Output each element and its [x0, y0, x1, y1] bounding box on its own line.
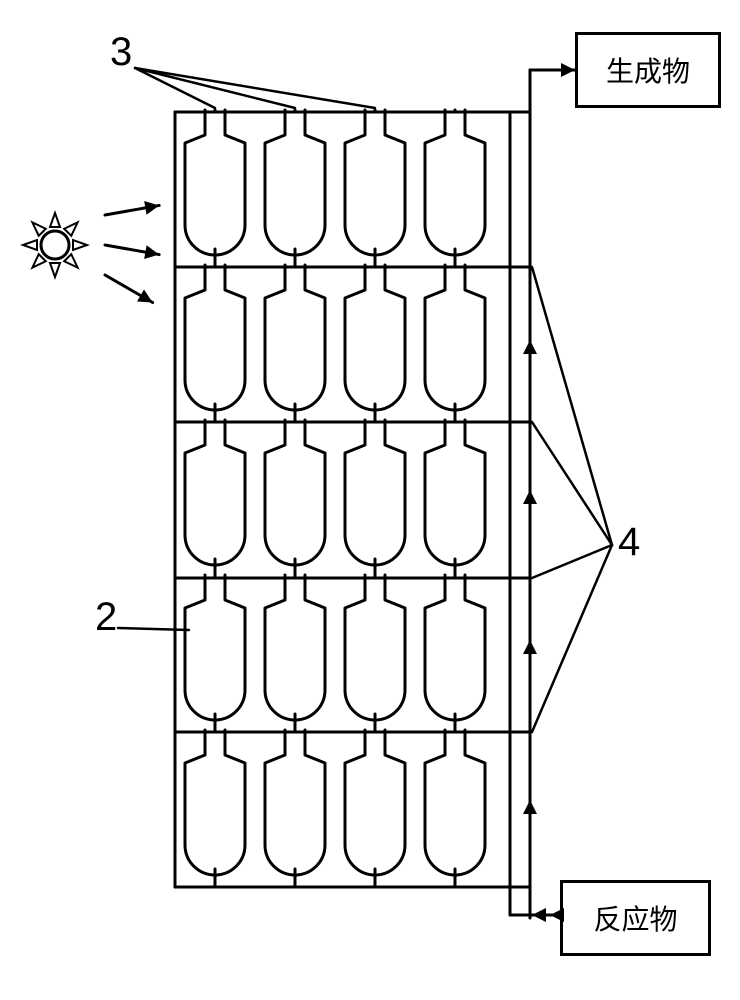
diagram-svg: [0, 0, 740, 1000]
